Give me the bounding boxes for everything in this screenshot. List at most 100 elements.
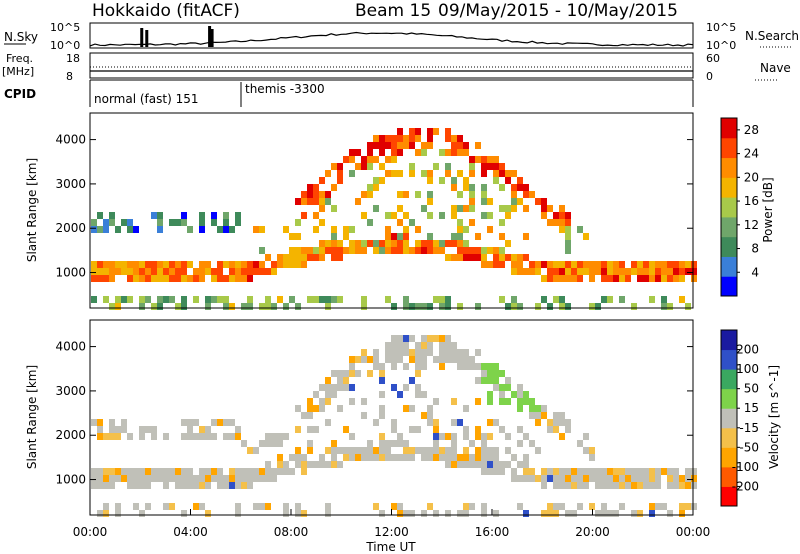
heatmap-cell [205, 475, 211, 482]
heatmap-cell [385, 447, 391, 454]
heatmap-cell [499, 170, 505, 177]
heatmap-cell [433, 510, 439, 517]
heatmap-cell [415, 356, 421, 363]
heatmap-cell [673, 475, 679, 482]
heatmap-cell [463, 149, 469, 156]
heatmap-cell [643, 268, 649, 275]
heatmap-cell [97, 475, 103, 482]
power-ylabel: Slant Range [km] [25, 158, 39, 262]
heatmap-cell [487, 198, 493, 205]
heatmap-cell [265, 440, 271, 447]
heatmap-cell [649, 261, 655, 268]
heatmap-cell [127, 433, 133, 440]
heatmap-cell [517, 475, 523, 482]
heatmap-cell [271, 468, 277, 475]
heatmap-cell [205, 426, 211, 433]
heatmap-cell [427, 335, 433, 342]
time-tick-label: 00:00 [73, 525, 108, 539]
heatmap-cell [103, 268, 109, 275]
heatmap-cell [415, 447, 421, 454]
heatmap-cell [427, 247, 433, 254]
heatmap-cell [103, 503, 109, 510]
heatmap-cell [565, 233, 571, 240]
heatmap-cell [139, 475, 145, 482]
heatmap-cell [169, 275, 175, 282]
heatmap-cell [145, 268, 151, 275]
heatmap-cell [385, 170, 391, 177]
colorbar-swatch [721, 118, 737, 139]
heatmap-cell [463, 510, 469, 517]
heatmap-cell [589, 475, 595, 482]
heatmap-cell [649, 275, 655, 282]
heatmap-cell [355, 247, 361, 254]
heatmap-cell [403, 233, 409, 240]
heatmap-cell [283, 433, 289, 440]
heatmap-cell [667, 268, 673, 275]
heatmap-cell [523, 468, 529, 475]
heatmap-cell [115, 475, 121, 482]
heatmap-cell [619, 268, 625, 275]
heatmap-cell [487, 447, 493, 454]
heatmap-cell [637, 510, 643, 517]
heatmap-cell [553, 275, 559, 282]
heatmap-cell [391, 363, 397, 370]
heatmap-cell [559, 468, 565, 475]
heatmap-cell [313, 247, 319, 254]
heatmap-cell [259, 503, 265, 510]
freq-panel: Freq. [MHz] 18 8 60 0 Nave [2, 52, 791, 83]
heatmap-cell [361, 454, 367, 461]
heatmap-cell [205, 296, 211, 303]
heatmap-cell [103, 468, 109, 475]
heatmap-cell [487, 468, 493, 475]
heatmap-cell [103, 296, 109, 303]
heatmap-cell [439, 349, 445, 356]
heatmap-cell [361, 163, 367, 170]
heatmap-cell [517, 384, 523, 391]
heatmap-cell [247, 447, 253, 454]
heatmap-cell [331, 205, 337, 212]
heatmap-cell [553, 419, 559, 426]
heatmap-cell [337, 405, 343, 412]
heatmap-cell [583, 233, 589, 240]
heatmap-cell [241, 475, 247, 482]
heatmap-cell [109, 475, 115, 482]
heatmap-cell [409, 142, 415, 149]
heatmap-cell [571, 261, 577, 268]
heatmap-cell [409, 335, 415, 342]
heatmap-cell [529, 398, 535, 405]
heatmap-cell [535, 412, 541, 419]
heatmap-cell [511, 254, 517, 261]
heatmap-cell [433, 240, 439, 247]
heatmap-cell [265, 461, 271, 468]
heatmap-cell [559, 419, 565, 426]
heatmap-cell [109, 275, 115, 282]
colorbar-swatch [721, 388, 737, 409]
heatmap-cell [421, 363, 427, 370]
heatmap-cell [481, 377, 487, 384]
colorbar-swatch [721, 330, 737, 351]
y-tick-label: 1000 [55, 473, 86, 487]
heatmap-cell [109, 261, 115, 268]
heatmap-cell [391, 135, 397, 142]
velocity-heatmap-cells [91, 335, 697, 517]
heatmap-cell [547, 503, 553, 510]
heatmap-cell [385, 356, 391, 363]
heatmap-cell [319, 405, 325, 412]
heatmap-cell [433, 128, 439, 135]
heatmap-cell [457, 135, 463, 142]
heatmap-cell [685, 503, 691, 510]
heatmap-cell [649, 296, 655, 303]
heatmap-cell [391, 335, 397, 342]
heatmap-cell [247, 468, 253, 475]
cpid-mode-1: normal (fast) 151 [94, 92, 198, 106]
heatmap-cell [373, 177, 379, 184]
heatmap-cell [481, 191, 487, 198]
heatmap-cell [427, 447, 433, 454]
heatmap-cell [415, 149, 421, 156]
heatmap-cell [409, 128, 415, 135]
heatmap-cell [235, 261, 241, 268]
heatmap-cell [529, 475, 535, 482]
heatmap-cell [517, 198, 523, 205]
cpid-mode-2: themis -3300 [245, 82, 325, 96]
heatmap-cell [349, 454, 355, 461]
